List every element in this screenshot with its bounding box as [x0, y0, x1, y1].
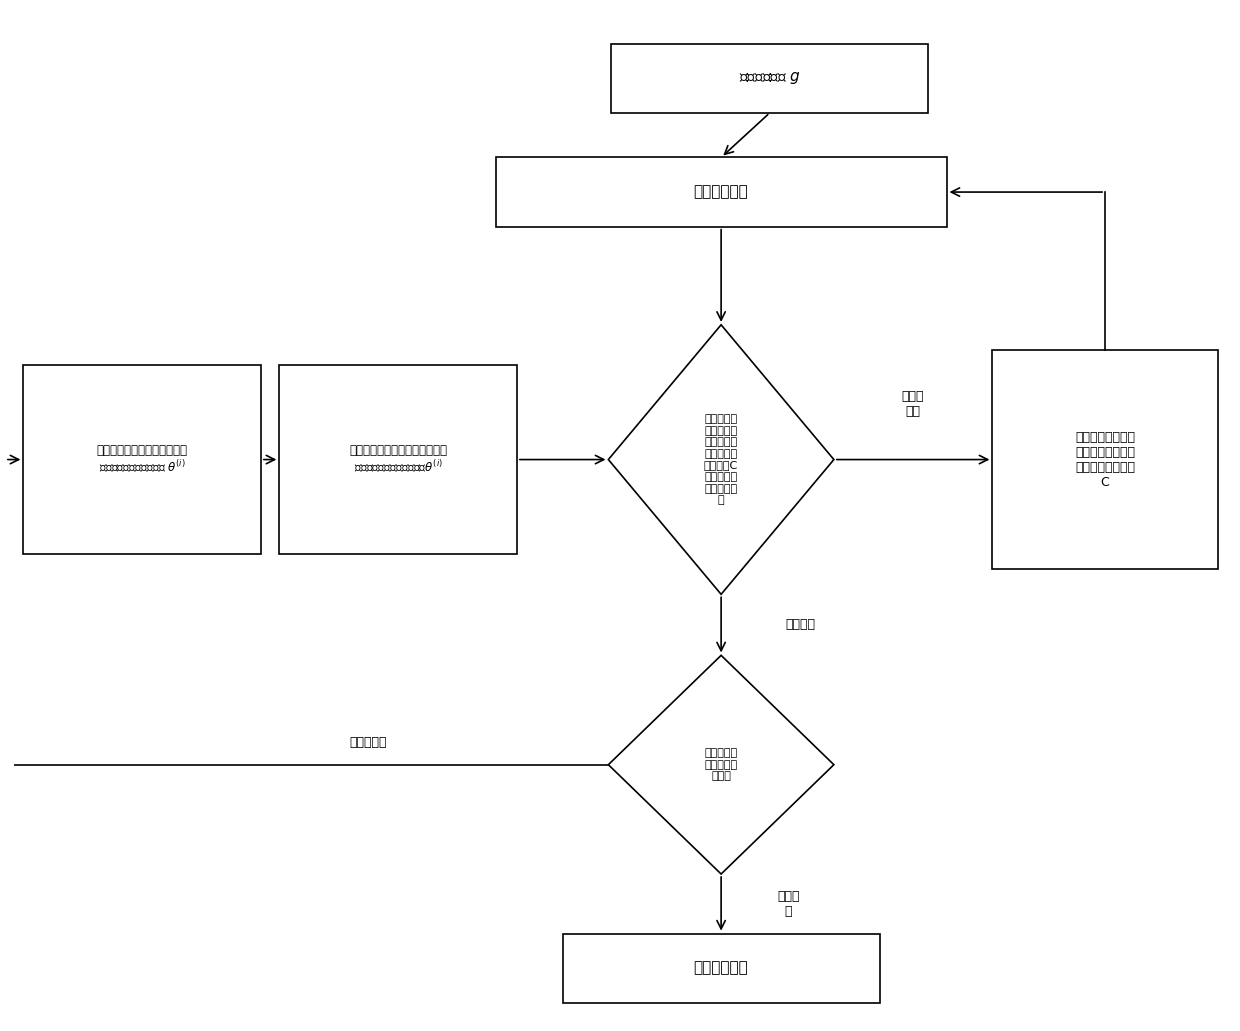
Text: 不稳定同步: 不稳定同步	[348, 736, 387, 749]
Text: 模糊化控制多网络系统中发送端
的控制行为的人工调制变量$\theta^{(i)}$: 模糊化控制多网络系统中发送端 的控制行为的人工调制变量$\theta^{(i)}…	[350, 443, 448, 475]
Text: 通过匹配检
测单元判断
在接收端中
从网络系统
反馈增益C
是否满足反
馈控制器要
求: 通过匹配检 测单元判断 在接收端中 从网络系统 反馈增益C 是否满足反 馈控制器…	[704, 414, 738, 505]
FancyBboxPatch shape	[279, 365, 517, 554]
FancyBboxPatch shape	[563, 933, 879, 1003]
Text: 运用非线性补偿单
元改变多网络系统
中接收端反馈增益
C: 运用非线性补偿单 元改变多网络系统 中接收端反馈增益 C	[1075, 431, 1135, 489]
FancyBboxPatch shape	[496, 158, 946, 227]
Text: 不满足
要求: 不满足 要求	[901, 390, 924, 418]
FancyBboxPatch shape	[611, 43, 929, 112]
FancyBboxPatch shape	[24, 365, 260, 554]
Text: 模糊控制系统: 模糊控制系统	[693, 185, 749, 200]
Text: 稳定同
步: 稳定同 步	[777, 890, 800, 918]
Text: 判断多网络
系统是否稳
定同步: 判断多网络 系统是否稳 定同步	[704, 749, 738, 781]
Polygon shape	[609, 325, 833, 594]
Polygon shape	[609, 656, 833, 874]
Text: 终端时钟信号 $g$: 终端时钟信号 $g$	[739, 70, 801, 87]
Text: 满足要求: 满足要求	[785, 619, 816, 631]
Text: 预估计多网络系统中发送端的
控制行为的人工调制变量 $\theta^{(i)}$: 预估计多网络系统中发送端的 控制行为的人工调制变量 $\theta^{(i)}$	[97, 443, 187, 475]
FancyBboxPatch shape	[992, 351, 1218, 569]
Text: 停止参数调整: 停止参数调整	[693, 961, 749, 975]
